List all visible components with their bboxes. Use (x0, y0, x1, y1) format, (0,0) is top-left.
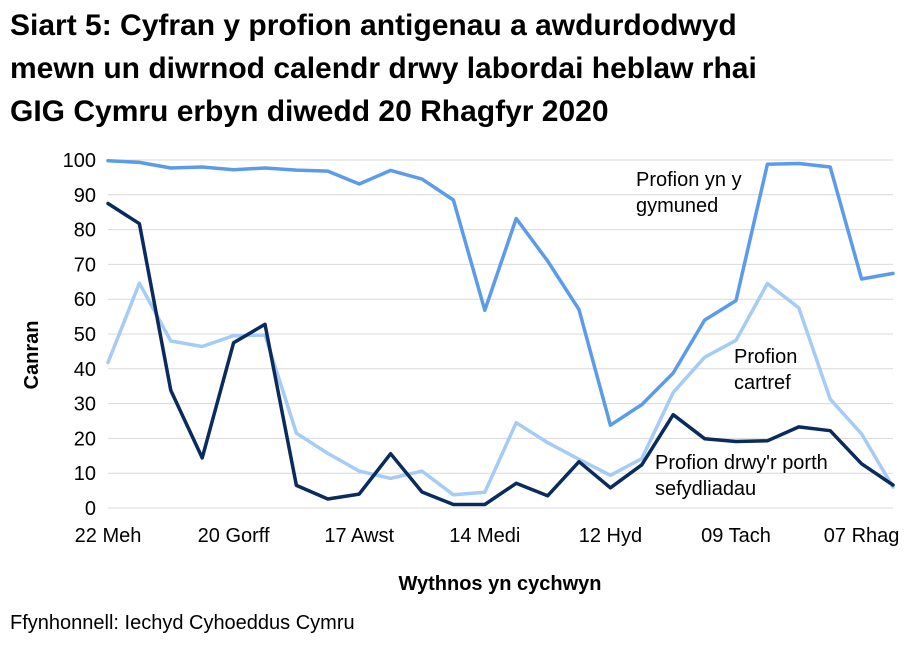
y-tick-label-90: 90 (74, 185, 96, 207)
x-axis-title: Wythnos yn cychwyn (398, 573, 601, 595)
series-lines (106, 158, 895, 507)
x-axis-ticks: 22 Meh 20 Gorff 17 Awst 14 Medi 12 Hyd 09 Tac… (75, 525, 900, 547)
series-label-0-line-0: Profion yn y (636, 169, 742, 191)
y-tick-label-50: 50 (74, 324, 96, 346)
y-axis-ticks: 0 10 20 30 40 50 60 70 80 90 100 (63, 150, 96, 520)
y-tick-label-0: 0 (85, 498, 96, 520)
series-line-2 (106, 201, 895, 507)
x-tick-label-1: 20 Gorff (198, 525, 270, 547)
y-axis-title: Canran (21, 321, 43, 390)
series-label-1-line-0: Profion (734, 346, 797, 368)
y-tick-label-10: 10 (74, 463, 96, 485)
x-tick-label-4: 12 Hyd (579, 525, 642, 547)
x-tick-label-5: 09 Tach (701, 525, 771, 547)
chart-title-line-3: GIG Cymru erbyn diwedd 20 Rhagfyr 2020 (10, 95, 609, 128)
x-tick-label-3: 14 Medi (449, 525, 520, 547)
chart-title: Siart 5: Cyfran y profion antigenau a aw… (10, 4, 905, 133)
series-label-1-line-1: cartref (734, 372, 791, 394)
x-tick-label-0: 22 Meh (75, 525, 142, 547)
series-line-0 (106, 158, 895, 427)
y-tick-label-70: 70 (74, 254, 96, 276)
y-tick-label-100: 100 (63, 150, 96, 172)
x-tick-label-6: 07 Rhag (824, 525, 900, 547)
series-labels: Profion yn y gymuned Profion cartref Profion… (636, 169, 828, 500)
x-tick-label-2: 17 Awst (324, 525, 394, 547)
y-tick-label-60: 60 (74, 289, 96, 311)
series-label-2-line-1: sefydliadau (655, 478, 756, 500)
y-tick-label-20: 20 (74, 428, 96, 450)
y-tick-label-30: 30 (74, 394, 96, 416)
source-note: Ffynhonnell: Iechyd Cyhoeddus Cymru (10, 612, 355, 634)
y-tick-label-40: 40 (74, 359, 96, 381)
series-label-2-line-0: Profion drwy'r porth (655, 452, 828, 474)
chart-title-line-1: Siart 5: Cyfran y profion antigenau a aw… (10, 9, 737, 42)
series-line-1 (106, 281, 895, 497)
chart-title-line-2: mewn un diwrnod calendr drwy labordai he… (10, 52, 757, 85)
series-label-0-line-1: gymuned (636, 195, 718, 217)
y-tick-label-80: 80 (74, 220, 96, 242)
